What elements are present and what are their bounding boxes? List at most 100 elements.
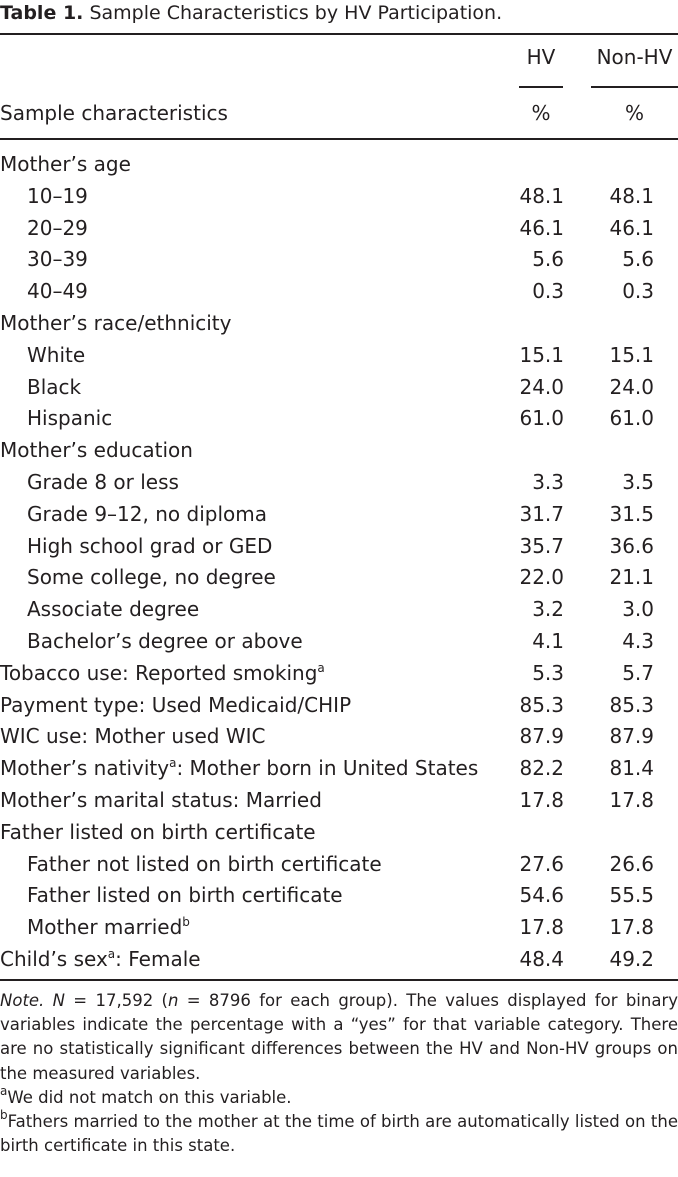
table-row: Some college, no degree 22.0 21.1 xyxy=(0,562,678,594)
row-label: Payment type: Used Medicaid/CHIP xyxy=(0,690,351,722)
note-n-small: n xyxy=(167,991,179,1010)
cell-hv: 82.2 xyxy=(519,756,564,781)
row-label-text: Grade 8 or less xyxy=(27,469,179,494)
row-label-text: 10–19 xyxy=(27,183,88,208)
cell-nonhv: 17.8 xyxy=(609,787,654,812)
row-label: 10–19 xyxy=(27,181,88,213)
cell-nonhv: 5.7 xyxy=(622,660,654,685)
table-row: Father listed on birth certificate 54.6 55… xyxy=(0,880,678,912)
note-n-rest: = 8796 for each group). The values displ… xyxy=(0,991,678,1083)
column-header-nonhv-underline xyxy=(591,86,678,88)
row-label: Some college, no degree xyxy=(27,562,276,594)
row-label-text: High school grad or GED xyxy=(27,533,273,558)
cell-hv: 24.0 xyxy=(519,374,564,399)
cell-hv: 5.6 xyxy=(532,247,564,272)
table-section-row: Mother’s education xyxy=(0,435,678,467)
row-label-text: Father not listed on birth certificate xyxy=(27,851,382,876)
table-row: White 15.1 15.1 xyxy=(0,340,678,372)
table-row: High school grad or GED 35.7 36.6 xyxy=(0,531,678,563)
cell-hv: 22.0 xyxy=(519,565,564,590)
table-section-row: Mother’s age xyxy=(0,149,678,181)
table-row: WIC use: Mother used WIC 87.9 87.9 xyxy=(0,721,678,753)
cell-nonhv: 31.5 xyxy=(609,501,654,526)
cell-hv: 46.1 xyxy=(519,215,564,240)
table-row: Tobacco use: Reported smokinga 5.3 5.7 xyxy=(0,658,678,690)
row-label: 30–39 xyxy=(27,244,88,276)
cell-nonhv: 17.8 xyxy=(609,915,654,940)
row-label: Grade 8 or less xyxy=(27,467,179,499)
cell-nonhv: 49.2 xyxy=(609,946,654,971)
row-label-text: Mother’s age xyxy=(0,152,131,176)
cell-nonhv: 46.1 xyxy=(609,215,654,240)
cell-nonhv: 4.3 xyxy=(622,628,654,653)
row-label-text: Black xyxy=(27,374,82,399)
row-label-text: Mother’s marital status: Married xyxy=(0,787,322,812)
table-row: Father not listed on birth certificate 27… xyxy=(0,849,678,881)
row-label-text: Mother’s nativity xyxy=(0,756,170,781)
row-label: Hispanic xyxy=(27,403,112,435)
table-section-row: Father listed on birth certificate xyxy=(0,817,678,849)
row-label-text: 20–29 xyxy=(27,215,88,240)
table-row: 10–19 48.1 48.1 xyxy=(0,181,678,213)
row-label-text: Some college, no degree xyxy=(27,565,276,590)
cell-nonhv: 61.0 xyxy=(609,406,654,431)
note-n-label: N xyxy=(52,991,65,1010)
footnote-b-text: Fathers married to the mother at the tim… xyxy=(0,1112,678,1156)
row-label-text: Child’s sex xyxy=(0,946,108,971)
cell-hv: 4.1 xyxy=(532,628,564,653)
row-label-text: Associate degree xyxy=(27,597,200,622)
table-row: Black 24.0 24.0 xyxy=(0,372,678,404)
footnote-a-mark: a xyxy=(0,1083,8,1098)
table-header-rule xyxy=(0,138,678,140)
note-n-value: = 17,592 ( xyxy=(64,991,168,1010)
row-label: Father listed on birth certificate xyxy=(27,880,343,912)
table-caption: Table 1. Sample Characteristics by HV Pa… xyxy=(0,0,502,26)
cell-hv: 3.2 xyxy=(532,597,564,622)
cell-hv: 17.8 xyxy=(519,787,564,812)
cell-nonhv: 21.1 xyxy=(609,565,654,590)
row-label: Mother’s age xyxy=(0,149,131,181)
cell-nonhv: 26.6 xyxy=(609,851,654,876)
table-section-row: Mother’s race/ethnicity xyxy=(0,308,678,340)
column-unit-nonhv: % xyxy=(624,101,644,125)
row-label: Father listed on birth certificate xyxy=(0,817,316,849)
cell-hv: 35.7 xyxy=(519,533,564,558)
row-label-text: 40–49 xyxy=(27,279,88,304)
row-label: Black xyxy=(27,372,81,404)
row-label: 40–49 xyxy=(27,276,88,308)
table-row: 40–49 0.3 0.3 xyxy=(0,276,678,308)
column-header-hv-underline xyxy=(519,86,563,88)
table-bottom-rule xyxy=(0,979,678,981)
cell-hv: 31.7 xyxy=(519,501,564,526)
table-note: Note. N = 17,592 (n = 8796 for each grou… xyxy=(0,989,678,1086)
column-unit-hv: % xyxy=(531,101,551,125)
row-label: Mother’s nativitya: Mother born in Unite… xyxy=(0,753,478,785)
row-label-text: Father listed on birth certificate xyxy=(0,819,316,844)
table-top-rule xyxy=(0,33,678,35)
row-label-text: Tobacco use: Reported smoking xyxy=(0,660,318,685)
cell-nonhv: 48.1 xyxy=(609,183,654,208)
row-label-text: Father listed on birth certificate xyxy=(27,883,343,908)
table-notes: Note. N = 17,592 (n = 8796 for each grou… xyxy=(0,989,678,1158)
row-label-text: Mother married xyxy=(27,915,183,940)
row-label: Grade 9–12, no diploma xyxy=(27,499,267,531)
cell-nonhv: 5.6 xyxy=(622,247,654,272)
row-label: Tobacco use: Reported smokinga xyxy=(0,658,325,690)
row-label: Mother’s marital status: Married xyxy=(0,785,322,817)
table-row: Mother’s nativitya: Mother born in Unite… xyxy=(0,753,678,785)
cell-hv: 61.0 xyxy=(519,406,564,431)
stub-header: Sample characteristics xyxy=(0,101,228,125)
row-label: Mother’s race/ethnicity xyxy=(0,308,231,340)
row-label-text: Mother’s education xyxy=(0,438,193,463)
table-caption-title: Sample Characteristics by HV Participati… xyxy=(89,2,503,24)
cell-nonhv: 15.1 xyxy=(609,342,654,367)
cell-hv: 87.9 xyxy=(519,724,564,749)
table-row: Grade 8 or less 3.3 3.5 xyxy=(0,467,678,499)
row-label: High school grad or GED xyxy=(27,531,272,563)
cell-hv: 5.3 xyxy=(532,660,564,685)
footnote-b: bFathers married to the mother at the ti… xyxy=(0,1109,678,1158)
cell-nonhv: 87.9 xyxy=(609,724,654,749)
row-label-text: Hispanic xyxy=(27,406,113,431)
table-row: Child’s sexa: Female 48.4 49.2 xyxy=(0,944,678,976)
cell-nonhv: 36.6 xyxy=(609,533,654,558)
